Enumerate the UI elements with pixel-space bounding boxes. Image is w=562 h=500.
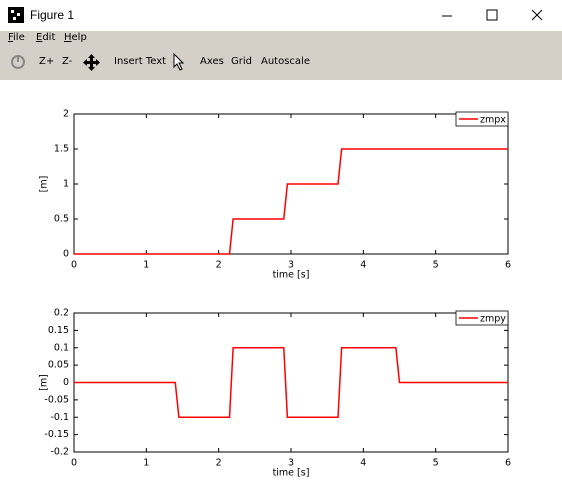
y-tick-label: -0.05 [44,394,69,405]
window-title: Figure 1 [30,8,75,22]
rotate-button[interactable] [9,53,27,71]
autoscale-button[interactable]: Autoscale [261,56,310,67]
y-tick-label: 0.05 [48,360,69,371]
x-axis-label: time [s] [273,270,310,281]
x-tick-label: 0 [71,260,77,271]
menu-item[interactable]: Edit [36,32,56,43]
toolbar: Z+ Z- Insert Text Axes Grid Autoscale [0,45,562,80]
y-tick-label: 1.5 [54,144,69,155]
menu-item[interactable]: Help [64,32,87,43]
legend-box [455,111,509,127]
y-axis-label: [m] [39,374,50,391]
x-tick-label: 2 [216,458,222,469]
x-tick-label: 1 [143,458,149,469]
x-tick-label: 3 [288,458,294,469]
zoom-in-button[interactable]: Z+ [39,56,55,67]
title-bar: Figure 1 [0,0,562,31]
y-tick-label: 0.2 [54,308,69,319]
pan-button[interactable] [82,53,101,72]
x-tick-label: 3 [288,260,294,271]
y-tick-label: 0 [63,377,69,388]
app-icon [8,7,24,23]
select-button[interactable] [172,53,186,71]
y-tick-label: 0.5 [54,214,69,225]
axes-frame [73,113,509,255]
insert-text-button[interactable]: Insert Text [114,56,167,67]
y-tick-label: -0.2 [50,447,69,458]
zoom-out-button[interactable]: Z- [62,56,73,67]
x-tick-label: 5 [433,260,439,271]
y-tick-label: -0.1 [50,412,69,423]
y-tick-label: 0 [63,249,69,260]
y-axis-label: [m] [39,176,50,193]
x-tick-label: 0 [71,458,77,469]
y-tick-label: -0.15 [44,429,69,440]
x-tick-label: 6 [505,260,511,271]
x-tick-label: 4 [360,260,366,271]
x-axis-label: time [s] [273,468,310,479]
y-tick-label: 0.1 [54,342,69,353]
y-tick-label: 2 [63,109,69,120]
grid-button[interactable]: Grid [231,56,252,67]
x-tick-label: 1 [143,260,149,271]
axes-button[interactable]: Axes [200,56,224,67]
y-tick-label: 0.15 [48,325,69,336]
window-controls[interactable] [430,0,562,31]
legend-box [455,310,509,326]
y-tick-label: 1 [63,179,69,190]
data-line [74,347,508,418]
menu-item[interactable]: File [8,32,25,43]
legend-label: zmpy [480,314,506,325]
data-line [74,148,508,255]
x-tick-label: 5 [433,458,439,469]
x-tick-label: 4 [360,458,366,469]
menu-bar: File Edit Help [0,31,562,45]
x-tick-label: 6 [505,458,511,469]
legend-label: zmpx [480,115,506,126]
x-tick-label: 2 [216,260,222,271]
